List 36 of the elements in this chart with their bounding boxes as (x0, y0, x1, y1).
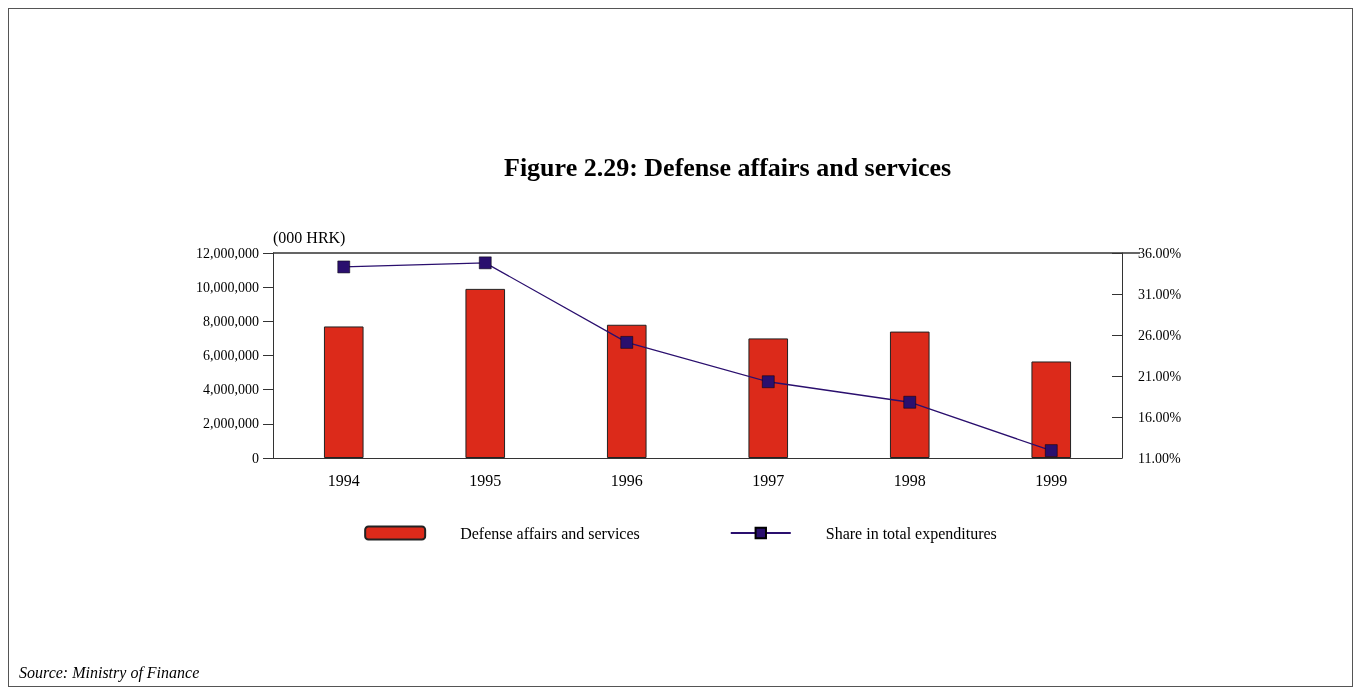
y-axis-title: (000 HRK) (273, 228, 346, 247)
bar (606, 324, 647, 458)
point (762, 375, 775, 388)
point (1045, 444, 1058, 457)
y-tick-label: 4,000,000 (203, 382, 259, 398)
bar (889, 331, 930, 458)
point (479, 256, 492, 270)
x-tick-label: 1997 (752, 471, 785, 489)
legend-label: Defense affairs and services (460, 524, 640, 542)
y2-tick-label: 26.00% (1138, 327, 1182, 343)
y-tick-label: 0 (252, 450, 259, 466)
y-tick-label: 10,000,000 (196, 279, 259, 295)
x-tick-label: 1996 (610, 471, 643, 489)
bar (323, 326, 364, 458)
y2-tick-label: 31.00% (1138, 286, 1182, 302)
bar (465, 288, 506, 458)
x-tick-label: 1998 (893, 471, 926, 489)
y2-tick-label: 21.00% (1138, 368, 1182, 384)
y-tick-label: 6,000,000 (203, 348, 259, 363)
point (903, 395, 916, 409)
point (337, 260, 350, 274)
y-tick-label: 12,000,000 (196, 245, 259, 261)
x-tick-label: 1999 (1035, 471, 1068, 489)
chart-title: Figure 2.29: Defense affairs and services (504, 152, 952, 182)
y-tick-label: 2,000,000 (203, 416, 259, 432)
point (620, 336, 633, 349)
y2-tick-label: 36.00% (1138, 245, 1182, 261)
bar (1031, 361, 1072, 458)
y-tick-label: 8,000,000 (203, 313, 259, 329)
bar (748, 338, 789, 458)
y2-tick-label: 16.00% (1138, 409, 1182, 425)
legend-label: Share in total expenditures (825, 524, 997, 543)
x-tick-label: 1994 (327, 471, 360, 489)
x-tick-label: 1995 (469, 471, 502, 489)
source-note: Source: Ministry of Finance (19, 663, 200, 682)
y2-tick-label: 11.00% (1138, 450, 1181, 466)
